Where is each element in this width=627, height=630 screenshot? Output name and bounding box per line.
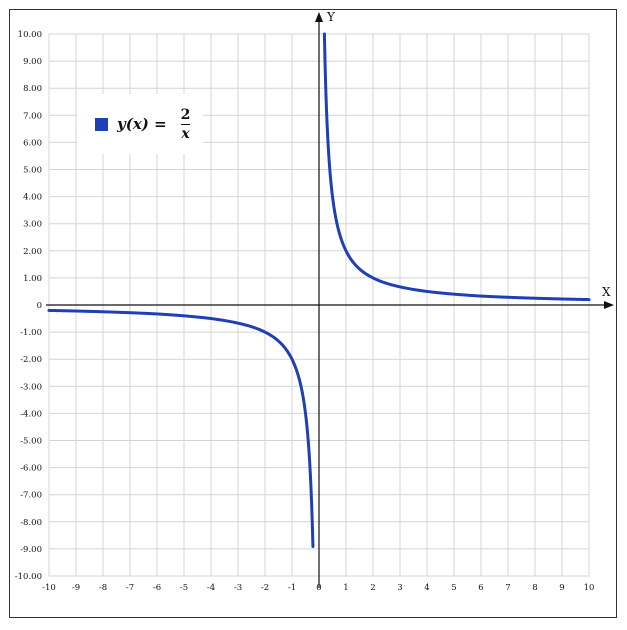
x-tick-label: -6 xyxy=(153,583,161,593)
x-tick-label: -4 xyxy=(207,583,215,593)
y-tick-label: 0 xyxy=(37,301,42,311)
legend-numerator: 2 xyxy=(180,106,191,123)
y-tick-label: -5.00 xyxy=(20,437,42,447)
y-tick-label: 6.00 xyxy=(23,138,42,148)
x-tick-label: 6 xyxy=(478,583,483,593)
x-tick-label: 2 xyxy=(370,583,375,593)
x-tick-label: 4 xyxy=(424,583,429,593)
y-tick-label: -6.00 xyxy=(20,464,42,474)
legend-swatch xyxy=(95,117,108,131)
x-tick-label: 7 xyxy=(505,583,510,593)
x-tick-label: 5 xyxy=(451,583,456,593)
x-tick-label: -8 xyxy=(99,583,107,593)
y-tick-label: -4.00 xyxy=(20,409,42,419)
x-tick-label: -2 xyxy=(261,583,269,593)
y-tick-label: -2.00 xyxy=(20,355,42,365)
y-tick-label: 2.00 xyxy=(23,247,42,257)
legend-fraction: 2 x xyxy=(179,108,193,141)
legend-equation: y(x) = 2 x xyxy=(117,108,192,141)
legend-denominator: x xyxy=(181,123,190,142)
legend-lhs: y(x) = xyxy=(117,115,167,133)
x-tick-label: 10 xyxy=(584,583,595,593)
series-line xyxy=(47,308,315,548)
x-tick-label: 0 xyxy=(316,583,321,593)
y-axis-arrow xyxy=(315,12,323,22)
x-tick-label: 1 xyxy=(343,583,348,593)
axes xyxy=(46,12,614,588)
x-tick-label: -9 xyxy=(72,583,80,593)
y-axis-label: Y xyxy=(326,10,336,24)
x-axis-label: X xyxy=(602,285,611,299)
y-tick-label: 5.00 xyxy=(23,166,42,176)
y-tick-label: 7.00 xyxy=(23,111,42,121)
y-tick-label: -7.00 xyxy=(20,491,42,501)
x-tick-label: -10 xyxy=(42,583,56,593)
y-tick-label: -8.00 xyxy=(20,518,42,528)
chart-frame xyxy=(9,9,617,618)
x-tick-label: 9 xyxy=(559,583,564,593)
x-tick-label: -1 xyxy=(288,583,296,593)
y-tick-label: 8.00 xyxy=(23,84,42,94)
x-tick-label: -5 xyxy=(180,583,188,593)
series-curves xyxy=(47,32,591,548)
tick-labels: -10 -9 -8 -7 -6 -5 -4 -3 -2 -1 0 1 2 3 4 5 6 7 8 9 1010.009.… xyxy=(15,30,595,593)
y-tick-label: -3.00 xyxy=(20,382,42,392)
x-tick-label: 8 xyxy=(532,583,537,593)
y-tick-label: 4.00 xyxy=(23,193,42,203)
legend: y(x) = 2 x xyxy=(77,94,203,154)
x-tick-label: -7 xyxy=(126,583,134,593)
y-tick-label: -10.00 xyxy=(15,572,42,582)
x-tick-label: -3 xyxy=(234,583,242,593)
x-tick-label: 3 xyxy=(397,583,402,593)
y-tick-label: 10.00 xyxy=(18,30,42,40)
x-axis-arrow xyxy=(604,301,614,309)
y-tick-label: -1.00 xyxy=(20,328,42,338)
series-line xyxy=(322,32,591,302)
y-tick-label: 3.00 xyxy=(23,220,42,230)
y-tick-label: -9.00 xyxy=(20,545,42,555)
y-tick-label: 1.00 xyxy=(23,274,42,284)
y-tick-label: 9.00 xyxy=(23,57,42,67)
